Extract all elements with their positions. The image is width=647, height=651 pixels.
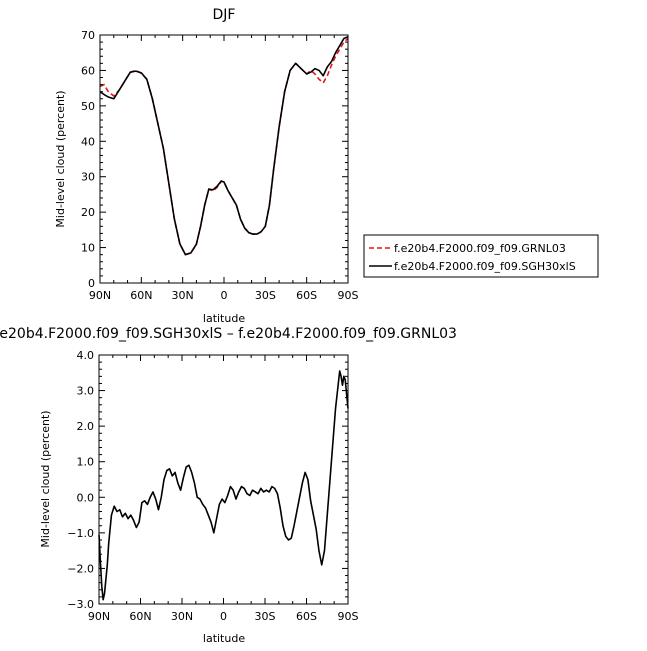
x-tick-label: 30N bbox=[172, 289, 194, 302]
y-tick-label: 30 bbox=[81, 171, 95, 184]
x-axis-label: latitude bbox=[203, 632, 245, 645]
y-tick-label: 3.0 bbox=[77, 385, 95, 398]
x-tick-label: 30S bbox=[255, 610, 276, 623]
x-tick-label: 0 bbox=[220, 610, 227, 623]
y-tick-label: −1.0 bbox=[67, 527, 94, 540]
series-line-2 bbox=[99, 36, 349, 256]
axis-ticks: 90N 60N 30N 0 30S 60S 90S 0 10 20 30 40 50 60 70 bbox=[81, 29, 359, 302]
x-tick-label: 60N bbox=[129, 610, 151, 623]
y-tick-label: −2.0 bbox=[67, 562, 94, 575]
chart-title: f.e20b4.F2000.f09_f09.SGH30xlS – f.e20b4… bbox=[0, 326, 457, 342]
x-tick-label: 60S bbox=[296, 289, 317, 302]
y-tick-label: 40 bbox=[81, 135, 95, 148]
legend-box bbox=[363, 234, 599, 278]
y-axis-label: Mid-level cloud (percent) bbox=[54, 90, 67, 227]
panel-difference: f.e20b4.F2000.f09_f09.SGH30xlS – f.e20b4… bbox=[0, 326, 457, 645]
y-tick-label: −3.0 bbox=[67, 598, 94, 611]
x-tick-label: 90S bbox=[338, 610, 359, 623]
y-tick-label: 0.0 bbox=[77, 491, 95, 504]
x-tick-label: 90N bbox=[88, 610, 110, 623]
series-line-1 bbox=[98, 370, 349, 601]
legend-label-sgh30xls: f.e20b4.F2000.f09_f09.SGH30xlS bbox=[394, 260, 576, 273]
y-tick-label: 10 bbox=[81, 242, 95, 255]
y-tick-label: 70 bbox=[81, 29, 95, 42]
y-tick-label: 0 bbox=[88, 277, 95, 290]
x-tick-label: 0 bbox=[221, 289, 228, 302]
y-tick-label: 1.0 bbox=[77, 456, 95, 469]
y-tick-label: 2.0 bbox=[77, 420, 95, 433]
series-group bbox=[99, 36, 349, 256]
chart-title: DJF bbox=[213, 7, 236, 23]
x-tick-label: 30S bbox=[255, 289, 276, 302]
y-tick-label: 50 bbox=[81, 100, 95, 113]
axis-ticks: 90N 60N 30N 0 30S 60S 90S −3.0 −2.0 −1.0 0.0 1.0 2.0… bbox=[67, 349, 358, 623]
y-axis-label: Mid-level cloud (percent) bbox=[39, 410, 52, 547]
y-tick-label: 60 bbox=[81, 64, 95, 77]
y-tick-label: 20 bbox=[81, 206, 95, 219]
x-tick-label: 90S bbox=[338, 289, 359, 302]
x-axis-label: latitude bbox=[203, 312, 245, 325]
x-tick-label: 90N bbox=[89, 289, 111, 302]
x-tick-label: 60N bbox=[130, 289, 152, 302]
x-tick-label: 60S bbox=[296, 610, 317, 623]
legend-label-grnl03: f.e20b4.F2000.f09_f09.GRNL03 bbox=[394, 242, 566, 255]
x-tick-label: 30N bbox=[171, 610, 193, 623]
series-group bbox=[98, 370, 349, 601]
legend: f.e20b4.F2000.f09_f09.GRNL03 f.e20b4.F20… bbox=[363, 234, 599, 278]
panel-mean-cloud: DJF 90N 60N 30N 0 30S 60S 90S 0 10 20 30 40 50 60 70 l… bbox=[54, 7, 599, 325]
y-tick-label: 4.0 bbox=[77, 349, 95, 362]
plot-frame bbox=[98, 354, 349, 605]
